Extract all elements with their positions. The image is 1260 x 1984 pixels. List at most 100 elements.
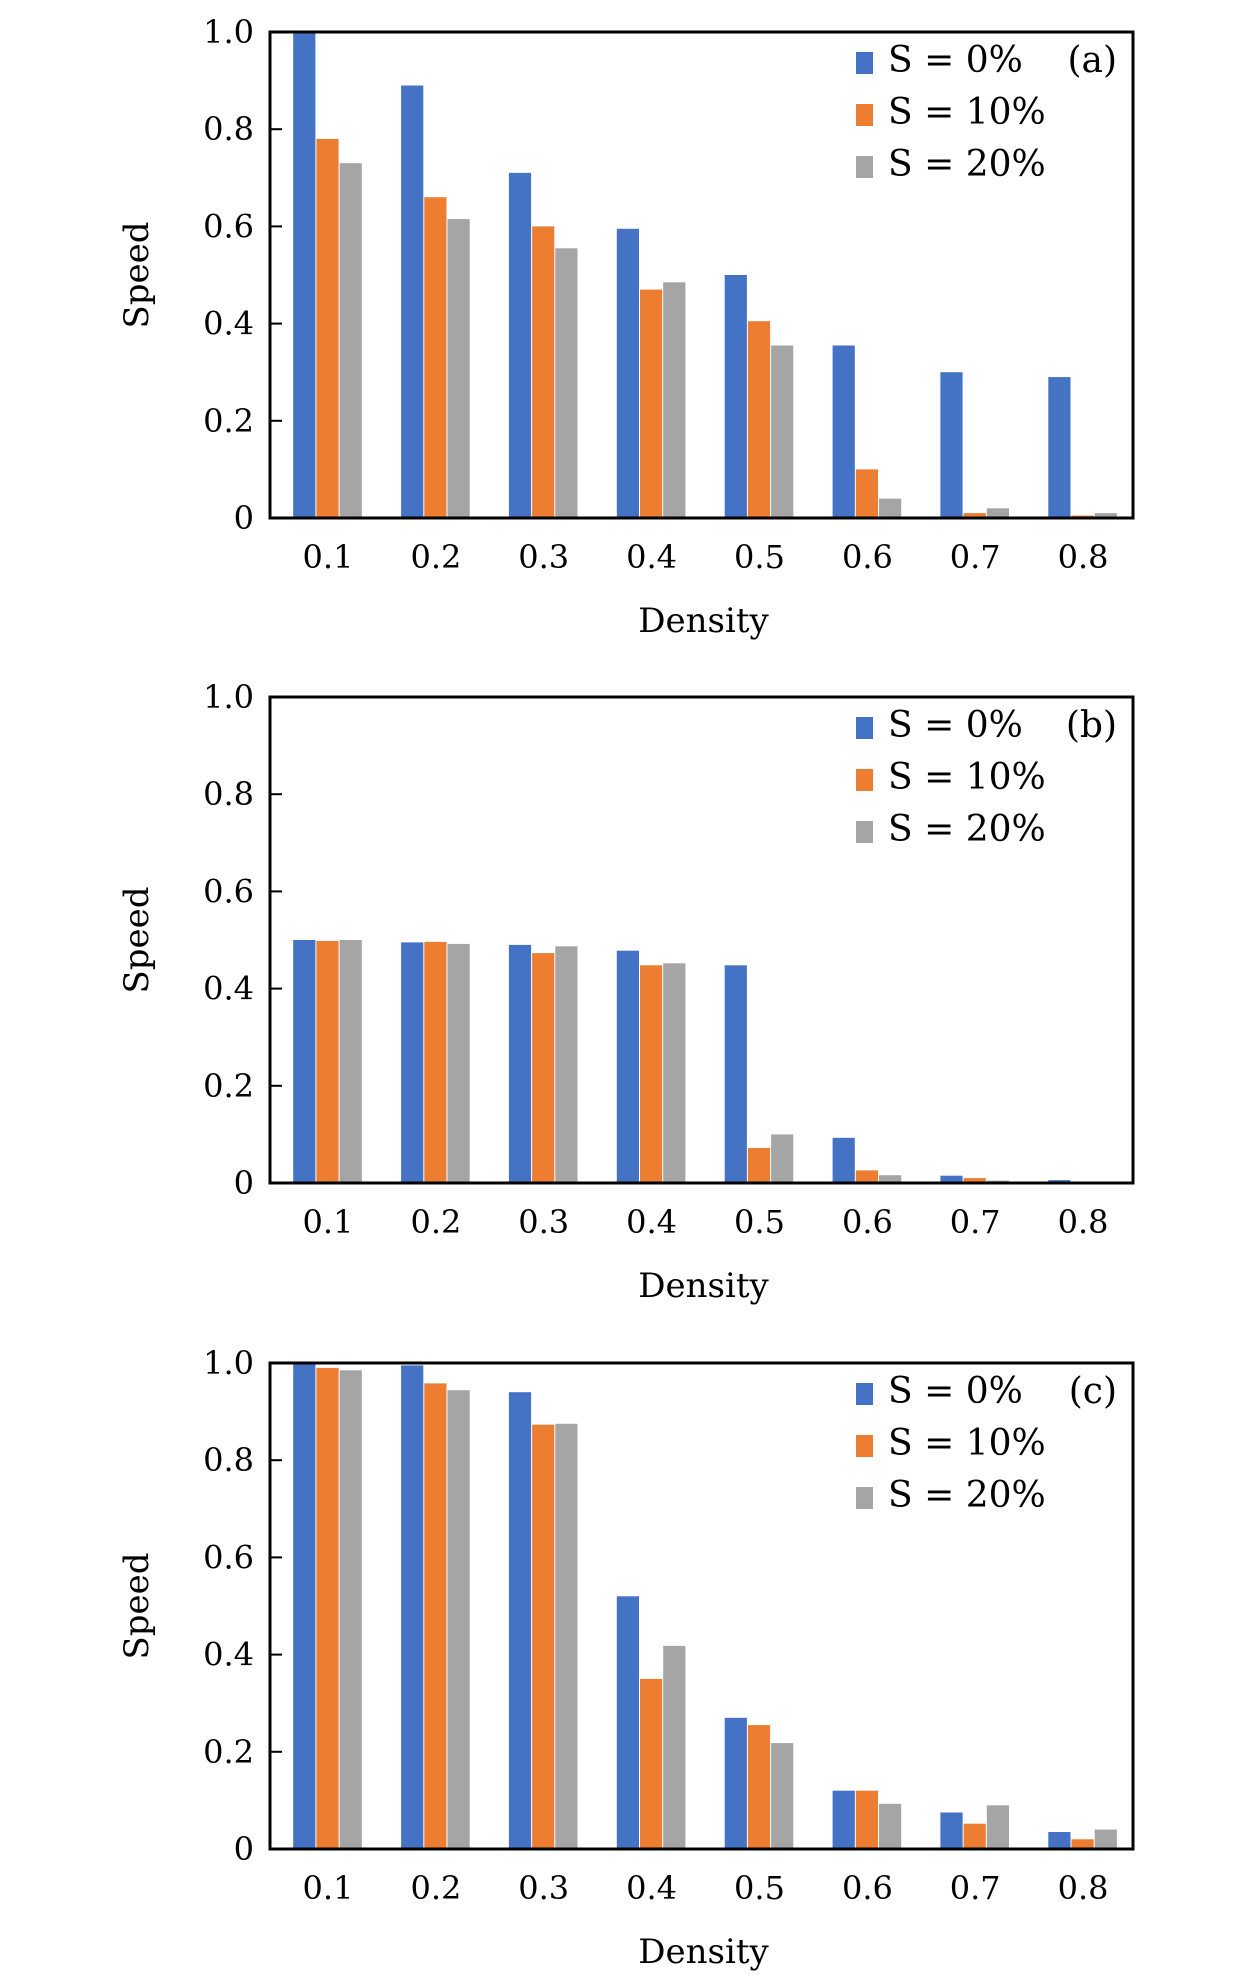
plot-frame <box>268 1361 1135 1851</box>
y-axis-label: Speed <box>117 1552 157 1659</box>
bar-3-0.6 <box>879 498 902 518</box>
bar-2-0.8 <box>1071 1839 1094 1849</box>
bar-2-0.5 <box>747 1148 771 1183</box>
bar-2-0.1 <box>316 941 339 1183</box>
x-tick-label: 0.8 <box>1058 1203 1109 1241</box>
bar-3-0.6 <box>879 1803 902 1849</box>
bar-2-0.6 <box>855 469 878 518</box>
x-tick-label: 0.6 <box>842 538 893 576</box>
legend-label-1: S = 0% <box>888 40 1023 81</box>
bar-1-0.5 <box>724 275 747 518</box>
bar-2-0.3 <box>532 226 555 518</box>
bar-1-0.2 <box>401 1365 424 1849</box>
panel-label: (a) <box>1067 40 1117 81</box>
y-axis-label: Speed <box>117 221 157 328</box>
legend-label-1: S = 0% <box>888 705 1023 746</box>
bar-3-0.2 <box>447 943 470 1183</box>
bar-1-0.6 <box>832 1137 855 1183</box>
chart-panel-2: 0 0.2 0.4 0.6 0.8 1.0 0.1 0.2 0.3 0.4 0.5 0.6 0.7 0.8… <box>117 678 1135 1306</box>
x-tick-label: 0.3 <box>518 1869 569 1907</box>
x-tick-label: 0.8 <box>1058 538 1109 576</box>
x-tick-label: 0.1 <box>303 538 354 576</box>
bar-2-0.1 <box>316 1367 339 1849</box>
bar-1-0.8 <box>1048 1832 1071 1849</box>
bar-2-0.3 <box>532 1424 555 1849</box>
bar-2-0.1 <box>316 138 339 518</box>
bar-1-0.6 <box>832 345 855 518</box>
x-tick-label: 0.7 <box>950 538 1001 576</box>
legend-swatch-3 <box>856 156 873 178</box>
y-tick-label: 0.4 <box>203 970 254 1008</box>
y-axis-label: Speed <box>117 886 157 993</box>
x-tick-label: 0.2 <box>410 1869 461 1907</box>
bar-3-0.8 <box>1094 513 1117 518</box>
bar-1-0.4 <box>616 228 639 519</box>
bar-3-0.4 <box>663 282 686 518</box>
bar-2-0.2 <box>424 941 447 1183</box>
panel-label: (c) <box>1069 1371 1117 1412</box>
bar-3-0.7 <box>986 508 1009 518</box>
y-tick-label: 0.2 <box>203 1067 254 1105</box>
x-axis-label: Density <box>638 601 769 641</box>
y-tick-label: 0 <box>234 1164 254 1202</box>
x-tick-label: 0.5 <box>734 1869 785 1907</box>
bar-3-0.5 <box>771 1134 794 1183</box>
x-tick-label: 0.3 <box>518 1203 569 1241</box>
x-tick-label: 0.8 <box>1058 1869 1109 1907</box>
y-tick-label: 0.8 <box>203 110 254 148</box>
bar-3-0.2 <box>447 1390 470 1849</box>
bar-1-0.3 <box>508 1392 532 1849</box>
legend-label-2: S = 10% <box>888 757 1046 798</box>
y-tick-label: 0.4 <box>203 305 254 343</box>
x-axis-label: Density <box>638 1932 769 1972</box>
legend-swatch-3 <box>856 1487 873 1509</box>
legend-label-2: S = 10% <box>888 92 1046 133</box>
legend-swatch-1 <box>856 717 873 739</box>
y-tick-label: 0.8 <box>203 775 254 813</box>
bar-2-0.4 <box>640 289 663 518</box>
plot-frame <box>268 695 1135 1185</box>
bar-3-0.3 <box>555 248 578 519</box>
y-tick-label: 1.0 <box>203 1344 254 1382</box>
bar-3-0.8 <box>1094 1829 1117 1849</box>
chart-panel-1: 0 0.2 0.4 0.6 0.8 1.0 0.1 0.2 0.3 0.4 0.5 0.6 0.7 0.8… <box>117 13 1135 641</box>
x-tick-label: 0.2 <box>410 538 461 576</box>
legend-label-1: S = 0% <box>888 1371 1023 1412</box>
x-tick-label: 0.4 <box>626 1869 677 1907</box>
y-tick-label: 1.0 <box>203 678 254 716</box>
bar-1-0.7 <box>940 372 963 518</box>
bar-2-0.7 <box>963 513 986 518</box>
bar-1-0.7 <box>940 1812 963 1849</box>
x-tick-label: 0.6 <box>842 1869 893 1907</box>
legend-swatch-2 <box>856 1435 873 1457</box>
bar-3-0.1 <box>339 1370 362 1849</box>
bar-3-0.2 <box>447 219 470 518</box>
x-axis-label: Density <box>638 1266 769 1306</box>
x-tick-label: 0.5 <box>734 1203 785 1241</box>
bar-1-0.7 <box>940 1175 963 1183</box>
y-tick-label: 0.4 <box>203 1636 254 1674</box>
bar-3-0.4 <box>663 963 686 1183</box>
bar-2-0.5 <box>747 321 771 518</box>
x-tick-label: 0.4 <box>626 538 677 576</box>
x-tick-label: 0.5 <box>734 538 785 576</box>
x-tick-label: 0.6 <box>842 1203 893 1241</box>
bar-3-0.7 <box>986 1805 1009 1849</box>
bar-3-0.1 <box>339 940 362 1183</box>
x-tick-label: 0.1 <box>303 1203 354 1241</box>
y-tick-label: 0.6 <box>203 1538 254 1576</box>
panel-label: (b) <box>1066 705 1117 746</box>
bar-3-0.3 <box>555 1423 578 1850</box>
bar-1-0.3 <box>508 172 532 518</box>
bar-1-0.1 <box>293 940 316 1183</box>
bar-2-0.6 <box>855 1790 878 1849</box>
bar-3-0.5 <box>771 345 794 518</box>
bar-1-0.2 <box>401 942 424 1183</box>
y-tick-label: 1.0 <box>203 13 254 51</box>
legend-swatch-1 <box>856 52 873 74</box>
y-tick-label: 0 <box>234 1830 254 1868</box>
bar-1-0.8 <box>1048 377 1071 518</box>
bar-3-0.6 <box>879 1175 902 1183</box>
y-tick-label: 0.2 <box>203 402 254 440</box>
x-tick-label: 0.7 <box>950 1203 1001 1241</box>
